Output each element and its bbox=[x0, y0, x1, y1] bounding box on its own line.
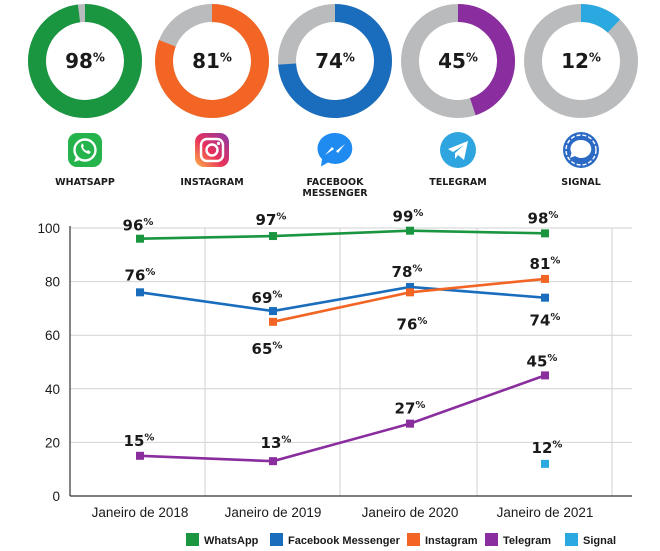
data-point bbox=[541, 293, 549, 302]
data-point bbox=[269, 232, 277, 241]
series-facebook-messenger: 76% 69% 78% 74% bbox=[125, 263, 561, 330]
donut-value-arc bbox=[155, 4, 269, 118]
y-tick-label: 80 bbox=[45, 275, 60, 290]
data-label: 97% bbox=[256, 211, 287, 229]
data-label: 13% bbox=[261, 434, 292, 452]
donut-instagram: 81% bbox=[155, 4, 269, 118]
data-point bbox=[406, 226, 414, 235]
legend-item-whatsapp: WhatsApp bbox=[186, 533, 259, 547]
legend-item-telegram: Telegram bbox=[485, 533, 551, 547]
data-point bbox=[541, 229, 549, 238]
legend-item-facebook-messenger: Facebook Messenger bbox=[270, 533, 401, 547]
series-line bbox=[139, 374, 546, 463]
legend-item-instagram: Instagram bbox=[407, 533, 478, 547]
legend-swatch bbox=[485, 533, 498, 546]
data-point bbox=[269, 307, 277, 316]
app-label: WHATSAPP bbox=[55, 177, 115, 188]
app-label: SIGNAL bbox=[561, 177, 601, 188]
app-label: FACEBOOK bbox=[307, 177, 365, 188]
donut-value-arc bbox=[278, 4, 392, 118]
legend-swatch bbox=[407, 533, 420, 546]
series-signal: 12% bbox=[532, 439, 563, 468]
donut-row: 98% 81% 74% 45% 12% bbox=[28, 4, 638, 118]
data-label: 12% bbox=[532, 439, 563, 457]
data-point bbox=[269, 457, 277, 466]
data-point bbox=[406, 419, 414, 428]
legend-label: Telegram bbox=[503, 535, 551, 547]
data-label: 96% bbox=[123, 217, 154, 235]
legend-label: Instagram bbox=[425, 535, 478, 547]
x-tick-label: Janeiro de 2019 bbox=[225, 505, 322, 520]
legend-swatch bbox=[186, 533, 199, 546]
app-label: TELEGRAM bbox=[429, 177, 486, 188]
data-label: 15% bbox=[124, 432, 155, 450]
data-label: 27% bbox=[395, 400, 426, 418]
data-label: 81% bbox=[530, 255, 561, 273]
data-point bbox=[541, 371, 549, 380]
data-label: 78% bbox=[392, 263, 423, 281]
y-tick-label: 100 bbox=[37, 221, 60, 236]
data-point bbox=[406, 282, 414, 291]
line-chart: 0 20 40 60 80 100 Janeiro de 2018 Janeiro de 20… bbox=[37, 208, 632, 520]
donut-percent-label: 98% bbox=[65, 49, 105, 73]
app-label: INSTAGRAM bbox=[180, 177, 243, 188]
donut-percent-label: 45% bbox=[438, 49, 478, 73]
donut-whatsapp: 98% bbox=[28, 4, 142, 118]
donut-value-arc bbox=[28, 4, 142, 118]
x-tick-label: Janeiro de 2020 bbox=[362, 505, 459, 520]
data-label: 69% bbox=[252, 289, 283, 307]
y-tick-label: 20 bbox=[45, 435, 60, 450]
signal-icon bbox=[563, 132, 599, 168]
data-label: 74% bbox=[530, 312, 561, 330]
data-label: 65% bbox=[252, 340, 283, 358]
donut-percent-label: 74% bbox=[315, 49, 355, 73]
legend-label: Signal bbox=[583, 535, 616, 547]
donut-percent-label: 12% bbox=[561, 49, 601, 73]
legend-label: WhatsApp bbox=[204, 535, 259, 547]
telegram-icon bbox=[440, 132, 476, 168]
app-label: MESSENGER bbox=[302, 188, 368, 199]
instagram-icon bbox=[195, 133, 229, 167]
chart-legend: WhatsApp Facebook Messenger Instagram Teleg… bbox=[186, 533, 616, 547]
legend-item-signal: Signal bbox=[565, 533, 616, 547]
donut-value-arc bbox=[457, 4, 515, 116]
y-tick-label: 60 bbox=[45, 328, 60, 343]
data-label: 76% bbox=[397, 315, 428, 333]
donut-value-arc bbox=[580, 4, 621, 33]
data-point bbox=[406, 288, 414, 297]
legend-swatch bbox=[565, 533, 578, 546]
data-label: 99% bbox=[393, 208, 424, 226]
x-tick-label: Janeiro de 2018 bbox=[92, 505, 189, 520]
y-tick-label: 40 bbox=[45, 382, 60, 397]
data-point bbox=[136, 451, 144, 460]
donut-telegram: 45% bbox=[401, 4, 515, 118]
data-point bbox=[269, 317, 277, 326]
donut-percent-label: 81% bbox=[192, 49, 232, 73]
donut-facebook-messenger: 74% bbox=[278, 4, 392, 118]
data-label: 98% bbox=[528, 209, 559, 227]
facebook-messenger-icon bbox=[317, 132, 353, 167]
donut-signal: 12% bbox=[524, 4, 638, 118]
legend-label: Facebook Messenger bbox=[288, 535, 401, 547]
series-line bbox=[139, 229, 546, 241]
data-point bbox=[541, 274, 549, 283]
whatsapp-icon bbox=[68, 133, 102, 167]
x-tick-label: Janeiro de 2021 bbox=[497, 505, 594, 520]
series-line bbox=[139, 285, 546, 313]
data-point bbox=[136, 288, 144, 297]
data-point bbox=[136, 234, 144, 243]
legend-swatch bbox=[270, 533, 283, 546]
y-tick-label: 0 bbox=[52, 489, 60, 504]
data-point bbox=[541, 459, 549, 468]
data-label: 45% bbox=[527, 352, 558, 370]
